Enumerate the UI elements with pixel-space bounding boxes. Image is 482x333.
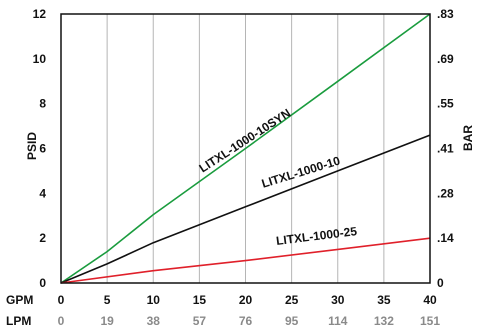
x-tick-lpm: 57 — [193, 314, 207, 328]
y-tick-bar: .14 — [437, 231, 454, 245]
x-tick-gpm: 35 — [377, 293, 391, 307]
x-tick-gpm: 5 — [104, 293, 111, 307]
x-tick-lpm: 0 — [58, 314, 65, 328]
x-tick-lpm: 76 — [239, 314, 253, 328]
y-tick-bar: .69 — [437, 52, 454, 66]
x-tick-lpm: 114 — [328, 314, 348, 328]
x-tick-gpm: 40 — [423, 293, 437, 307]
y-tick-psid: 6 — [39, 142, 46, 156]
series-label-25: LITXL-1000-25 — [275, 224, 358, 248]
y-tick-bar: .55 — [437, 97, 454, 111]
series-line-0 — [60, 13, 431, 284]
x-tick-gpm: 0 — [58, 293, 65, 307]
y-tick-bar: .28 — [437, 186, 454, 200]
y-tick-psid: 4 — [39, 186, 46, 200]
y-tick-psid: 12 — [33, 7, 47, 21]
y-tick-bar: .83 — [437, 7, 454, 21]
y-axis-label-right: BAR — [461, 125, 475, 151]
x-axis-label-lpm: LPM — [6, 314, 31, 328]
x-tick-gpm: 15 — [193, 293, 207, 307]
y-tick-psid: 2 — [39, 231, 46, 245]
series-lines — [60, 13, 431, 284]
y-axis-left-ticks: 0 2 4 6 8 10 12 — [33, 7, 47, 290]
y-tick-bar: .41 — [437, 142, 454, 156]
x-axis-gpm-ticks: 0 5 10 15 20 25 30 35 40 — [58, 293, 437, 307]
x-tick-lpm: 151 — [420, 314, 440, 328]
grid-lines — [106, 14, 385, 283]
x-tick-gpm: 25 — [285, 293, 299, 307]
x-tick-gpm: 10 — [147, 293, 161, 307]
series-labels: LITXL-1000-10SYN LITXL-1000-10 LITXL-100… — [197, 106, 359, 248]
series-label-10syn: LITXL-1000-10SYN — [197, 106, 294, 175]
y-axis-right-ticks: 0 .14 .28 .41 .55 .69 .83 — [437, 7, 454, 290]
x-tick-gpm: 20 — [239, 293, 253, 307]
x-tick-lpm: 95 — [285, 314, 299, 328]
y-tick-psid: 0 — [39, 276, 46, 290]
y-tick-psid: 8 — [39, 97, 46, 111]
x-tick-gpm: 30 — [331, 293, 345, 307]
series-line-2 — [60, 237, 431, 284]
plot-frame — [60, 13, 431, 284]
x-axis-label-gpm: GPM — [6, 293, 33, 307]
x-axis-lpm-ticks: 0 19 38 57 76 95 114 132 151 — [58, 314, 441, 328]
x-tick-lpm: 19 — [100, 314, 114, 328]
y-tick-bar: 0 — [437, 276, 444, 290]
x-tick-lpm: 38 — [147, 314, 161, 328]
y-axis-label-left: PSID — [25, 132, 39, 160]
x-tick-lpm: 132 — [374, 314, 394, 328]
y-tick-psid: 10 — [33, 52, 47, 66]
series-line-1 — [60, 134, 431, 284]
